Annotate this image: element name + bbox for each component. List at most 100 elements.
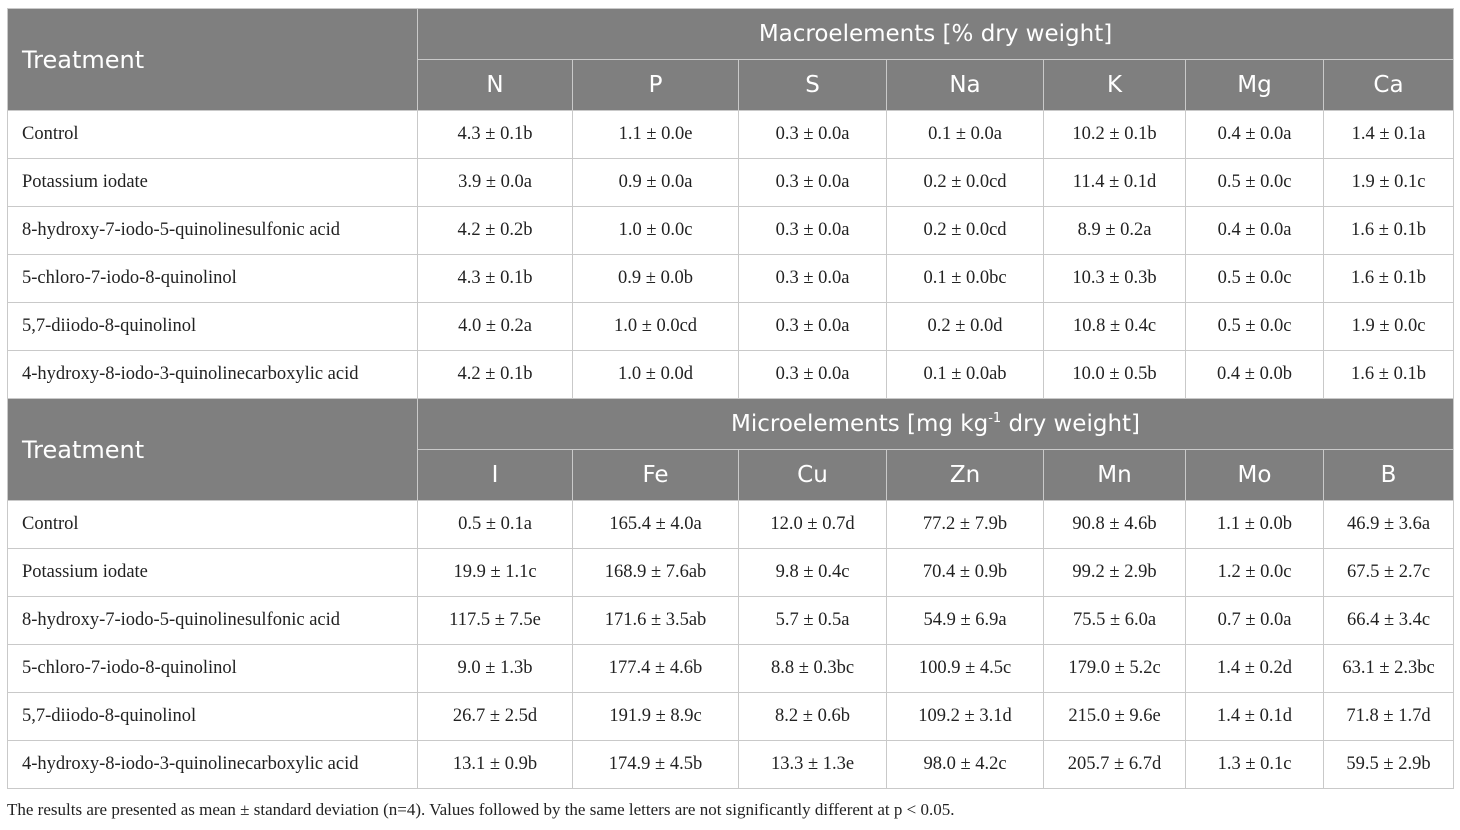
micro-column-header: Cu — [738, 449, 887, 501]
value-cell: 13.1 ± 0.9b — [417, 740, 573, 789]
value-cell: 174.9 ± 4.5b — [572, 740, 739, 789]
value-cell: 63.1 ± 2.3bc — [1322, 644, 1455, 693]
value-cell: 1.9 ± 0.1c — [1322, 158, 1455, 207]
micro-column-header: B — [1322, 449, 1455, 501]
treatment-cell: 8-hydroxy-7-iodo-5-quinolinesulfonic aci… — [7, 206, 418, 255]
value-cell: 191.9 ± 8.9c — [572, 692, 739, 741]
micro-header-row: Treatment Microelements [mg kg-1 dry wei… — [7, 398, 1455, 501]
micro-column-header: Mo — [1185, 449, 1324, 501]
macro-column-header: N — [417, 59, 573, 111]
table-row: Control 0.5 ± 0.1a 165.4 ± 4.0a 12.0 ± 0.7d… — [7, 500, 1455, 549]
value-cell: 1.9 ± 0.0c — [1322, 302, 1455, 351]
value-cell: 100.9 ± 4.5c — [886, 644, 1044, 693]
table-row: 5-chloro-7-iodo-8-quinolinol 9.0 ± 1.3b 17… — [7, 644, 1455, 693]
value-cell: 0.4 ± 0.0a — [1185, 110, 1324, 159]
micro-group-title: Microelements [mg kg-1 dry weight] — [416, 398, 1455, 450]
value-cell: 1.1 ± 0.0b — [1185, 500, 1324, 549]
value-cell: 0.3 ± 0.0a — [738, 254, 887, 303]
table-row: 8-hydroxy-7-iodo-5-quinolinesulfonic aci… — [7, 596, 1455, 645]
value-cell: 1.6 ± 0.1b — [1322, 350, 1455, 399]
value-cell: 0.3 ± 0.0a — [738, 158, 887, 207]
treatment-cell: Control — [7, 110, 418, 159]
macro-columns-row: N P S Na K Mg Ca — [8, 59, 1455, 111]
value-cell: 19.9 ± 1.1c — [417, 548, 573, 597]
treatment-cell: 8-hydroxy-7-iodo-5-quinolinesulfonic aci… — [7, 596, 418, 645]
micro-title-part: Microelements [mg kg — [730, 411, 989, 437]
table-row: Potassium iodate 19.9 ± 1.1c 168.9 ± 7.6ab… — [7, 548, 1455, 597]
value-cell: 90.8 ± 4.6b — [1043, 500, 1186, 549]
micro-column-header: Mn — [1043, 449, 1186, 501]
value-cell: 46.9 ± 3.6a — [1322, 500, 1455, 549]
value-cell: 0.4 ± 0.0a — [1185, 206, 1324, 255]
value-cell: 0.5 ± 0.0c — [1185, 254, 1324, 303]
treatment-cell: Potassium iodate — [7, 548, 418, 597]
value-cell: 165.4 ± 4.0a — [572, 500, 739, 549]
value-cell: 4.2 ± 0.2b — [417, 206, 573, 255]
value-cell: 9.8 ± 0.4c — [738, 548, 887, 597]
value-cell: 205.7 ± 6.7d — [1043, 740, 1186, 789]
table-row: Control 4.3 ± 0.1b 1.1 ± 0.0e 0.3 ± 0.0a 0.1… — [7, 110, 1455, 159]
value-cell: 1.2 ± 0.0c — [1185, 548, 1324, 597]
value-cell: 109.2 ± 3.1d — [886, 692, 1044, 741]
micro-column-header: I — [417, 449, 573, 501]
value-cell: 9.0 ± 1.3b — [417, 644, 573, 693]
value-cell: 171.6 ± 3.5ab — [572, 596, 739, 645]
value-cell: 179.0 ± 5.2c — [1043, 644, 1186, 693]
treatment-cell: Potassium iodate — [7, 158, 418, 207]
results-table-container: Treatment Macroelements [% dry weight] N… — [7, 8, 1455, 789]
treatment-cell: 4-hydroxy-8-iodo-3-quinolinecarboxylic a… — [7, 740, 418, 789]
treatment-cell: 5-chloro-7-iodo-8-quinolinol — [7, 644, 418, 693]
macro-column-header: S — [738, 59, 887, 111]
table-row: Potassium iodate 3.9 ± 0.0a 0.9 ± 0.0a 0.3 … — [7, 158, 1455, 207]
value-cell: 1.6 ± 0.1b — [1322, 254, 1455, 303]
macro-treatment-header: Treatment — [7, 8, 418, 111]
value-cell: 0.1 ± 0.0a — [886, 110, 1044, 159]
table-row: 5-chloro-7-iodo-8-quinolinol 4.3 ± 0.1b 0.… — [7, 254, 1455, 303]
micro-title-sup: -1 — [988, 411, 1002, 426]
value-cell: 98.0 ± 4.2c — [886, 740, 1044, 789]
value-cell: 4.3 ± 0.1b — [417, 110, 573, 159]
value-cell: 1.0 ± 0.0d — [572, 350, 739, 399]
micro-title-part: dry weight] — [1001, 411, 1141, 437]
value-cell: 59.5 ± 2.9b — [1322, 740, 1455, 789]
value-cell: 177.4 ± 4.6b — [572, 644, 739, 693]
value-cell: 4.0 ± 0.2a — [417, 302, 573, 351]
value-cell: 0.7 ± 0.0a — [1185, 596, 1324, 645]
value-cell: 99.2 ± 2.9b — [1043, 548, 1186, 597]
treatment-cell: Control — [7, 500, 418, 549]
micro-columns-row: I Fe Cu Zn Mn Mo B — [8, 449, 1455, 501]
value-cell: 10.2 ± 0.1b — [1043, 110, 1186, 159]
macro-body: Control 4.3 ± 0.1b 1.1 ± 0.0e 0.3 ± 0.0a 0.1… — [7, 110, 1455, 399]
macro-column-header: Mg — [1185, 59, 1324, 111]
table-row: 5,7-diiodo-8-quinolinol 26.7 ± 2.5d 191.9 … — [7, 692, 1455, 741]
table-row: 4-hydroxy-8-iodo-3-quinolinecarboxylic a… — [7, 350, 1455, 399]
value-cell: 8.9 ± 0.2a — [1043, 206, 1186, 255]
value-cell: 0.2 ± 0.0d — [886, 302, 1044, 351]
treatment-cell: 5,7-diiodo-8-quinolinol — [7, 692, 418, 741]
value-cell: 70.4 ± 0.9b — [886, 548, 1044, 597]
macro-group-title: Macroelements [% dry weight] — [416, 8, 1455, 60]
micro-column-header: Zn — [886, 449, 1044, 501]
table-row: 4-hydroxy-8-iodo-3-quinolinecarboxylic a… — [7, 740, 1455, 789]
elements-table: Treatment Macroelements [% dry weight] N… — [7, 8, 1455, 789]
value-cell: 0.5 ± 0.0c — [1185, 302, 1324, 351]
value-cell: 0.3 ± 0.0a — [738, 302, 887, 351]
value-cell: 10.8 ± 0.4c — [1043, 302, 1186, 351]
value-cell: 10.3 ± 0.3b — [1043, 254, 1186, 303]
value-cell: 26.7 ± 2.5d — [417, 692, 573, 741]
value-cell: 75.5 ± 6.0a — [1043, 596, 1186, 645]
table-row: 8-hydroxy-7-iodo-5-quinolinesulfonic aci… — [7, 206, 1455, 255]
micro-body: Control 0.5 ± 0.1a 165.4 ± 4.0a 12.0 ± 0.7d… — [7, 500, 1455, 789]
treatment-cell: 4-hydroxy-8-iodo-3-quinolinecarboxylic a… — [7, 350, 418, 399]
value-cell: 1.6 ± 0.1b — [1322, 206, 1455, 255]
macro-column-header: Ca — [1322, 59, 1455, 111]
value-cell: 13.3 ± 1.3e — [738, 740, 887, 789]
value-cell: 0.2 ± 0.0cd — [886, 158, 1044, 207]
macro-column-header: P — [572, 59, 739, 111]
value-cell: 71.8 ± 1.7d — [1322, 692, 1455, 741]
value-cell: 8.2 ± 0.6b — [738, 692, 887, 741]
value-cell: 168.9 ± 7.6ab — [572, 548, 739, 597]
value-cell: 117.5 ± 7.5e — [417, 596, 573, 645]
value-cell: 4.3 ± 0.1b — [417, 254, 573, 303]
table-row: 5,7-diiodo-8-quinolinol 4.0 ± 0.2a 1.0 ± 0… — [7, 302, 1455, 351]
